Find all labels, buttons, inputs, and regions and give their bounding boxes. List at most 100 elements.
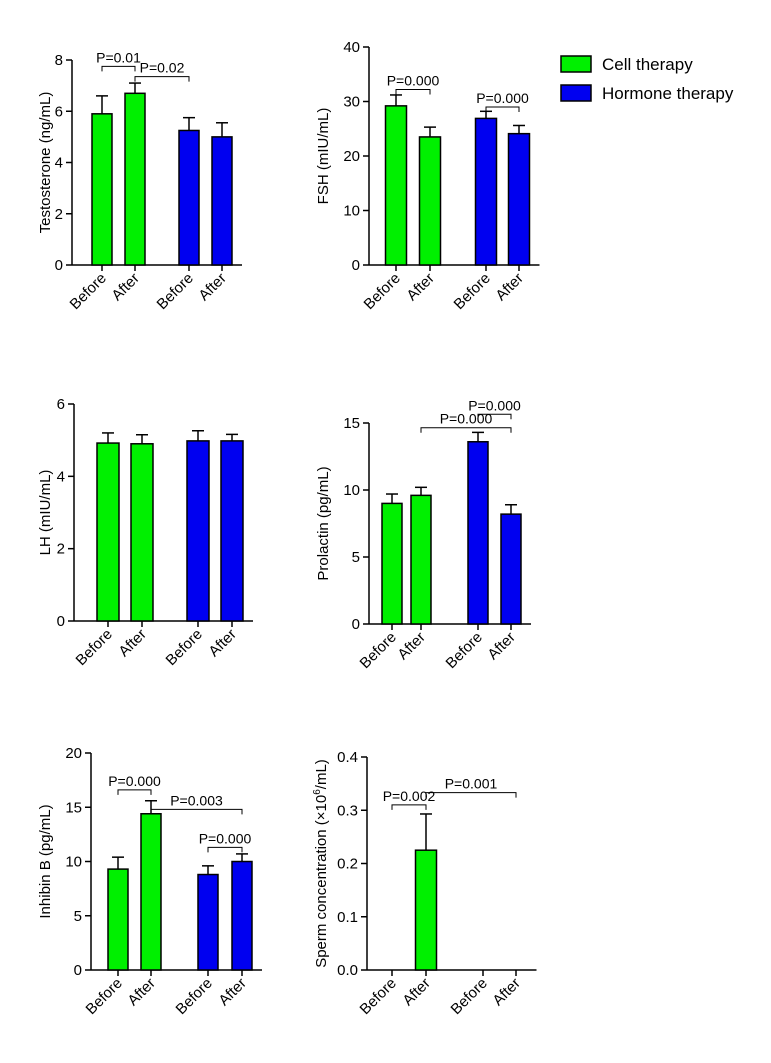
y-tick-label: 40	[343, 39, 360, 56]
x-tick-label: After	[215, 975, 249, 1009]
p-value-label: P=0.000	[468, 397, 521, 413]
p-value-label: P=0.002	[383, 788, 436, 804]
x-tick-label: Before	[73, 626, 116, 669]
bar	[186, 440, 210, 622]
p-value-label: P=0.000	[387, 73, 440, 89]
y-tick-label: 10	[65, 854, 82, 871]
x-tick-label: Before	[361, 270, 404, 313]
y-tick-label: 15	[343, 415, 360, 432]
legend-swatch	[560, 84, 592, 102]
bar	[418, 136, 442, 266]
significance-bracket	[117, 789, 152, 795]
bar	[507, 132, 531, 266]
x-tick-label: Before	[83, 975, 126, 1018]
x-tick-label: Before	[451, 270, 494, 313]
x-tick-label: Before	[163, 626, 206, 669]
y-axis-label: Prolactin (pg/mL)	[315, 466, 332, 580]
y-axis-label: FSH (mIU/mL)	[315, 108, 332, 205]
significance-bracket	[101, 65, 136, 72]
legend-label: Cell therapy	[602, 55, 693, 74]
y-tick-label: 0.0	[337, 962, 358, 979]
y-tick-label: 2	[55, 206, 63, 223]
y-tick-label: 10	[343, 482, 360, 499]
x-tick-label: Before	[357, 629, 400, 672]
bar	[107, 868, 129, 971]
significance-bracket	[425, 792, 517, 798]
significance-bracket	[207, 846, 243, 853]
x-tick-label: Before	[448, 975, 491, 1018]
bar	[178, 129, 200, 266]
y-tick-label: 0	[352, 616, 360, 633]
bar	[381, 502, 403, 625]
significance-bracket	[150, 808, 243, 815]
x-tick-label: After	[124, 975, 158, 1009]
y-tick-label: 0	[57, 613, 65, 630]
bar	[410, 494, 432, 625]
y-axis-label: LH (mIU/mL)	[37, 470, 54, 556]
x-tick-label: After	[108, 270, 142, 304]
bar	[96, 442, 120, 622]
bar	[384, 105, 408, 266]
x-tick-label: After	[205, 626, 239, 660]
bar	[211, 136, 233, 266]
x-tick-label: Before	[443, 629, 486, 672]
y-axis-label: Testosterone (ng/mL)	[37, 92, 54, 234]
y-tick-label: 30	[343, 94, 360, 111]
y-tick-label: 6	[55, 103, 63, 120]
y-tick-label: 20	[343, 148, 360, 165]
y-tick-label: 2	[57, 541, 65, 558]
p-value-label: P=0.000	[199, 830, 252, 846]
y-tick-label: 10	[343, 203, 360, 220]
bar	[500, 513, 522, 625]
bar	[474, 117, 498, 266]
y-tick-label: 0	[74, 962, 82, 979]
x-tick-label: Before	[67, 270, 110, 313]
x-tick-label: After	[492, 270, 526, 304]
x-tick-label: Before	[173, 975, 216, 1018]
x-tick-label: After	[489, 975, 523, 1009]
significance-bracket	[395, 89, 431, 95]
p-value-label: P=0.000	[108, 773, 161, 789]
x-tick-label: After	[399, 975, 433, 1009]
p-value-label: P=0.001	[445, 776, 498, 792]
bar	[140, 813, 162, 971]
y-tick-label: 5	[74, 908, 82, 925]
x-tick-label: After	[195, 270, 229, 304]
p-value-label: P=0.000	[476, 90, 529, 106]
y-tick-label: 0	[55, 257, 63, 274]
p-value-label: P=0.02	[140, 60, 185, 76]
significance-bracket	[134, 76, 190, 82]
x-tick-label: After	[394, 629, 428, 663]
significance-bracket	[391, 804, 427, 810]
y-tick-label: 6	[57, 396, 65, 413]
legend-label: Hormone therapy	[602, 84, 734, 103]
x-tick-label: After	[484, 629, 518, 663]
y-tick-label: 0.3	[337, 802, 358, 819]
bar	[467, 441, 489, 625]
y-tick-label: 0.2	[337, 856, 358, 873]
x-tick-label: After	[115, 626, 149, 660]
y-axis-label: Inhibin B (pg/mL)	[37, 804, 54, 918]
y-tick-label: 0.4	[337, 749, 358, 766]
legend-swatch	[560, 55, 592, 73]
bar	[197, 873, 219, 971]
y-tick-label: 20	[65, 745, 82, 762]
y-tick-label: 0.1	[337, 909, 358, 926]
significance-bracket	[485, 106, 520, 112]
legend: Cell therapy Hormone therapy	[560, 55, 734, 103]
y-tick-label: 4	[57, 468, 65, 485]
y-tick-label: 4	[55, 155, 63, 172]
y-tick-label: 15	[65, 799, 82, 816]
bar	[124, 92, 146, 266]
p-value-label: P=0.003	[170, 792, 223, 808]
bar	[414, 849, 438, 971]
y-tick-label: 8	[55, 52, 63, 69]
bar	[91, 113, 113, 266]
